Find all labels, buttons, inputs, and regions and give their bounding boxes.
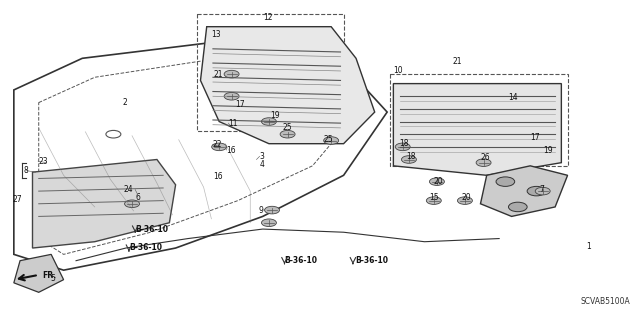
Circle shape <box>262 219 276 226</box>
Text: 24: 24 <box>124 185 134 194</box>
Text: 2: 2 <box>123 98 127 107</box>
Polygon shape <box>481 166 568 216</box>
Polygon shape <box>33 160 175 248</box>
Text: 21: 21 <box>214 70 223 78</box>
Circle shape <box>535 187 550 195</box>
Text: SCVAB5100A: SCVAB5100A <box>580 297 630 306</box>
Circle shape <box>264 206 280 214</box>
Text: 12: 12 <box>262 13 272 22</box>
Text: 11: 11 <box>228 119 238 128</box>
Text: 7: 7 <box>540 185 545 194</box>
Circle shape <box>496 177 515 186</box>
Circle shape <box>125 200 140 208</box>
Circle shape <box>401 156 417 163</box>
Text: 5: 5 <box>50 274 55 283</box>
Text: FR.: FR. <box>42 271 56 280</box>
Polygon shape <box>200 27 374 144</box>
Text: 25: 25 <box>283 123 292 132</box>
Text: B-36-10: B-36-10 <box>285 256 317 265</box>
Text: 15: 15 <box>429 193 439 202</box>
Text: 14: 14 <box>508 93 518 102</box>
Text: 16: 16 <box>227 145 236 154</box>
Text: 6: 6 <box>135 193 140 202</box>
Circle shape <box>458 197 472 204</box>
Circle shape <box>212 143 227 151</box>
Text: 26: 26 <box>481 153 490 162</box>
Text: 19: 19 <box>270 111 280 120</box>
Text: 23: 23 <box>38 157 48 166</box>
Text: 18: 18 <box>399 139 409 148</box>
Polygon shape <box>14 254 63 292</box>
Text: 13: 13 <box>211 30 221 39</box>
Text: 16: 16 <box>213 172 223 182</box>
Text: 3: 3 <box>260 152 264 161</box>
Text: B-36-10: B-36-10 <box>355 256 388 265</box>
Circle shape <box>429 178 444 185</box>
Text: 21: 21 <box>452 57 462 66</box>
Circle shape <box>476 159 491 167</box>
Text: 20: 20 <box>462 193 472 202</box>
Circle shape <box>224 93 239 100</box>
Circle shape <box>426 197 441 204</box>
Text: 22: 22 <box>213 140 223 149</box>
Circle shape <box>224 70 239 78</box>
Text: 8: 8 <box>24 166 29 175</box>
Text: B-36-10: B-36-10 <box>129 243 162 252</box>
Circle shape <box>324 137 339 144</box>
Text: 1: 1 <box>586 242 591 251</box>
Text: B-36-10: B-36-10 <box>135 225 168 234</box>
Text: 17: 17 <box>235 100 244 109</box>
Circle shape <box>280 130 295 138</box>
Text: 20: 20 <box>434 177 444 186</box>
Circle shape <box>508 202 527 212</box>
Text: 4: 4 <box>260 160 264 169</box>
Text: 25: 25 <box>323 135 333 144</box>
Text: 27: 27 <box>13 195 22 204</box>
Circle shape <box>527 186 546 196</box>
Text: 19: 19 <box>543 145 553 154</box>
Text: 9: 9 <box>259 206 263 215</box>
Circle shape <box>396 143 410 151</box>
Text: 10: 10 <box>394 66 403 76</box>
Text: 18: 18 <box>406 152 415 161</box>
Text: 17: 17 <box>531 133 540 142</box>
Circle shape <box>262 118 276 125</box>
Polygon shape <box>394 84 561 175</box>
